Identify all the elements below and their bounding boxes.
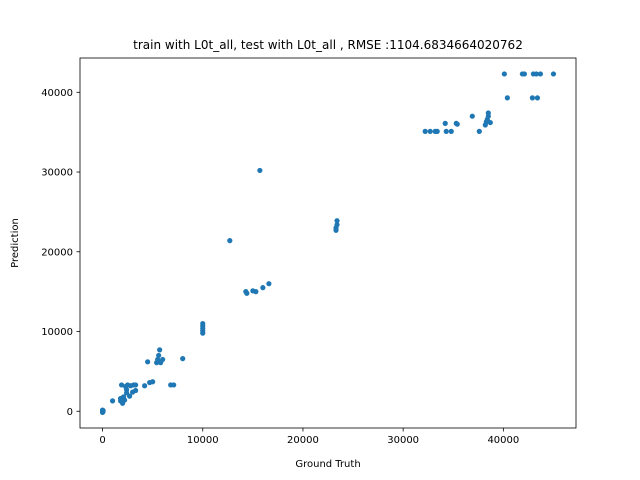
data-point: [253, 289, 259, 295]
data-point: [442, 120, 448, 126]
data-point: [534, 95, 541, 101]
data-point: [469, 113, 475, 119]
y-tick-label: 0: [67, 407, 73, 418]
data-point: [160, 356, 166, 363]
data-point: [454, 121, 460, 127]
data-point: [533, 71, 540, 77]
x-tick-label: 40000: [487, 435, 519, 446]
data-point: [422, 128, 428, 134]
data-point: [127, 393, 133, 399]
data-point: [200, 320, 206, 327]
data-point: [266, 281, 272, 287]
data-point: [529, 95, 536, 101]
data-point: [227, 238, 233, 244]
x-axis-label: Ground Truth: [295, 459, 360, 470]
data-point: [257, 167, 263, 174]
data-point: [100, 408, 106, 414]
data-point: [142, 383, 148, 389]
y-axis-label: Prediction: [10, 218, 21, 268]
data-point: [109, 398, 116, 404]
data-point: [448, 128, 454, 134]
data-point: [121, 397, 128, 403]
y-tick-label: 40000: [41, 88, 73, 99]
data-point: [521, 71, 527, 77]
data-point: [550, 71, 557, 77]
y-tick-label: 30000: [41, 168, 73, 179]
data-point: [260, 285, 266, 291]
data-point: [443, 128, 449, 134]
data-point: [145, 359, 151, 365]
data-point: [180, 356, 186, 362]
data-point: [334, 218, 340, 224]
x-tick-label: 20000: [287, 435, 319, 446]
data-point: [157, 347, 163, 353]
data-point: [485, 110, 491, 116]
data-point: [244, 290, 250, 296]
chart-title: train with L0t_all, test with L0t_all , …: [133, 38, 523, 52]
data-point: [334, 222, 340, 228]
data-point: [118, 382, 125, 388]
x-tick-label: 10000: [187, 435, 219, 446]
ticks-layer: 0 10000 20000 30000 40000 0 10000 20000 30000 400…: [41, 88, 519, 446]
data-point: [501, 71, 507, 77]
points-layer: [99, 71, 557, 416]
plot-frame: [79, 57, 577, 429]
data-point: [133, 382, 139, 388]
y-tick-label: 20000: [41, 247, 73, 258]
x-tick-label: 30000: [387, 435, 419, 446]
x-tick-label: 0: [99, 435, 105, 446]
data-point: [537, 71, 544, 77]
plot-area: [80, 58, 576, 428]
data-point: [487, 119, 493, 126]
data-point: [427, 128, 433, 134]
data-point: [133, 387, 139, 394]
data-point: [171, 382, 177, 388]
data-point: [504, 95, 510, 101]
data-point: [150, 379, 156, 385]
data-point: [434, 128, 440, 134]
y-tick-label: 10000: [41, 327, 73, 338]
data-point: [156, 352, 162, 359]
data-point: [476, 128, 482, 134]
